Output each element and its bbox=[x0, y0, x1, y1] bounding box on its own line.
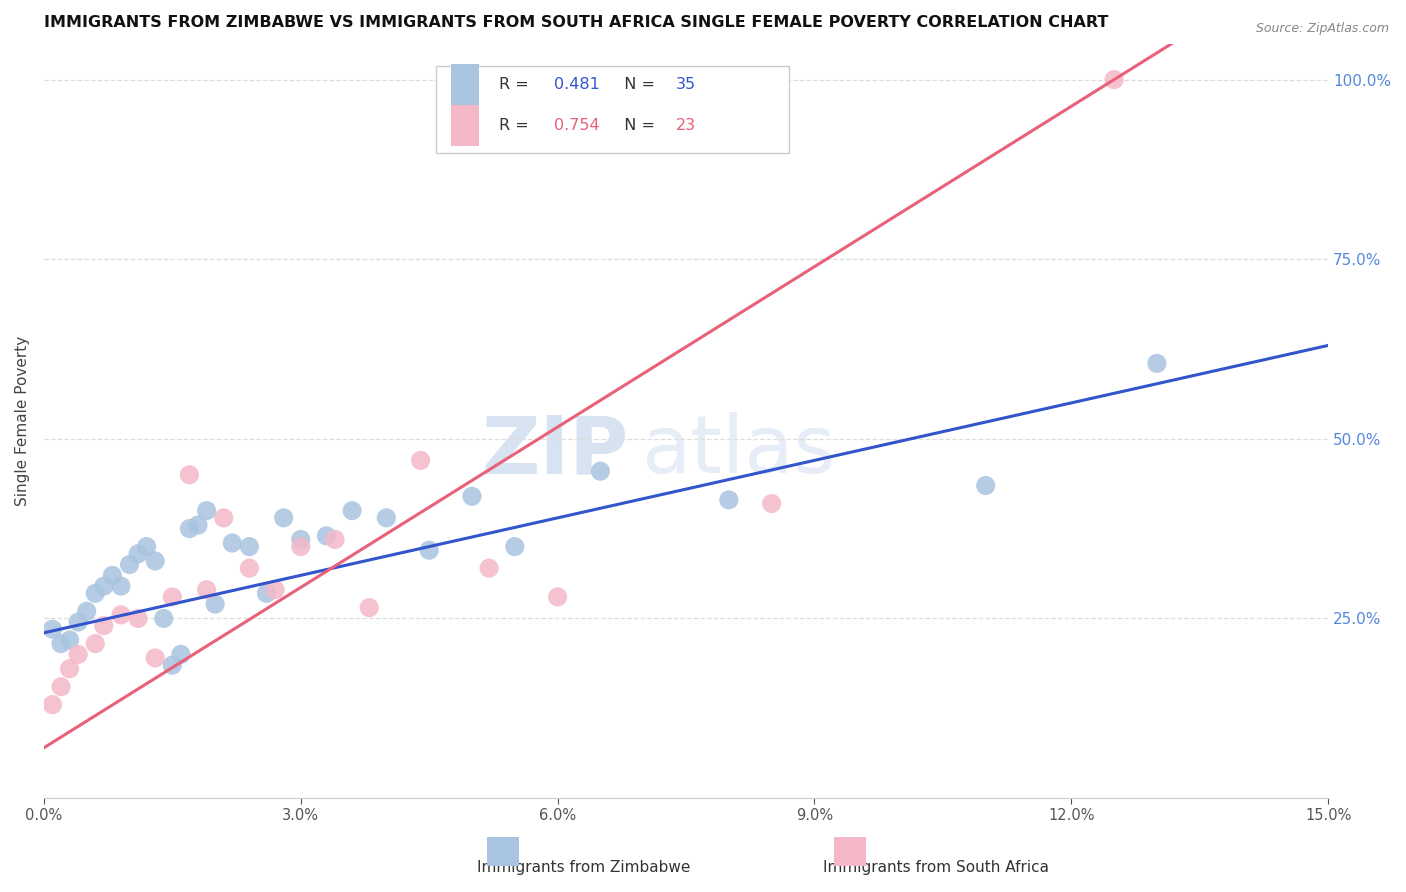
Point bbox=[110, 579, 132, 593]
Text: N =: N = bbox=[614, 77, 661, 92]
Text: R =: R = bbox=[499, 118, 533, 133]
Bar bbox=[486, 838, 519, 866]
Point bbox=[152, 611, 174, 625]
Point bbox=[67, 648, 90, 662]
Bar bbox=[451, 64, 479, 105]
Point bbox=[359, 600, 381, 615]
Point bbox=[170, 648, 193, 662]
Point bbox=[41, 698, 63, 712]
Point bbox=[1146, 356, 1168, 370]
Point bbox=[204, 597, 226, 611]
Point bbox=[461, 489, 484, 503]
Text: Immigrants from South Africa: Immigrants from South Africa bbox=[824, 860, 1049, 875]
Point bbox=[58, 632, 80, 647]
Point bbox=[195, 582, 218, 597]
Point bbox=[212, 511, 235, 525]
Point bbox=[76, 604, 98, 618]
Point bbox=[195, 504, 218, 518]
Point bbox=[256, 586, 278, 600]
Point bbox=[478, 561, 501, 575]
Point bbox=[101, 568, 124, 582]
Point bbox=[315, 529, 337, 543]
Point bbox=[273, 511, 295, 525]
Point bbox=[143, 554, 166, 568]
Point bbox=[84, 586, 107, 600]
Point bbox=[41, 622, 63, 636]
Text: atlas: atlas bbox=[641, 412, 835, 490]
Point bbox=[547, 590, 569, 604]
Point bbox=[340, 504, 363, 518]
Point bbox=[1102, 72, 1125, 87]
Point bbox=[375, 511, 398, 525]
Point bbox=[187, 518, 209, 533]
Point bbox=[974, 478, 997, 492]
Point bbox=[179, 467, 201, 482]
Text: R =: R = bbox=[499, 77, 533, 92]
Point bbox=[93, 579, 115, 593]
Bar bbox=[834, 838, 866, 866]
Point bbox=[162, 658, 184, 673]
Point bbox=[323, 533, 346, 547]
Bar bbox=[451, 105, 479, 146]
Text: Source: ZipAtlas.com: Source: ZipAtlas.com bbox=[1256, 22, 1389, 36]
Y-axis label: Single Female Poverty: Single Female Poverty bbox=[15, 335, 30, 506]
Point bbox=[238, 540, 260, 554]
Point bbox=[67, 615, 90, 629]
Point bbox=[135, 540, 157, 554]
Point bbox=[717, 492, 740, 507]
Point bbox=[503, 540, 526, 554]
Text: 35: 35 bbox=[676, 77, 696, 92]
Point bbox=[58, 662, 80, 676]
Point bbox=[409, 453, 432, 467]
Point bbox=[93, 618, 115, 632]
Text: 0.481: 0.481 bbox=[554, 77, 599, 92]
Point bbox=[221, 536, 243, 550]
Point bbox=[290, 540, 312, 554]
Point bbox=[110, 607, 132, 622]
Text: N =: N = bbox=[614, 118, 661, 133]
Point bbox=[49, 680, 72, 694]
Point bbox=[418, 543, 440, 558]
Point bbox=[49, 637, 72, 651]
Point bbox=[162, 590, 184, 604]
Text: 23: 23 bbox=[676, 118, 696, 133]
Text: IMMIGRANTS FROM ZIMBABWE VS IMMIGRANTS FROM SOUTH AFRICA SINGLE FEMALE POVERTY C: IMMIGRANTS FROM ZIMBABWE VS IMMIGRANTS F… bbox=[44, 15, 1108, 30]
Point bbox=[238, 561, 260, 575]
FancyBboxPatch shape bbox=[436, 66, 789, 153]
Point bbox=[127, 547, 149, 561]
Point bbox=[179, 522, 201, 536]
Point bbox=[127, 611, 149, 625]
Point bbox=[118, 558, 141, 572]
Point bbox=[264, 582, 287, 597]
Text: ZIP: ZIP bbox=[481, 412, 628, 490]
Point bbox=[84, 637, 107, 651]
Point bbox=[589, 464, 612, 478]
Point bbox=[143, 651, 166, 665]
Point bbox=[290, 533, 312, 547]
Point bbox=[761, 496, 783, 510]
Text: Immigrants from Zimbabwe: Immigrants from Zimbabwe bbox=[477, 860, 690, 875]
Text: 0.754: 0.754 bbox=[554, 118, 599, 133]
